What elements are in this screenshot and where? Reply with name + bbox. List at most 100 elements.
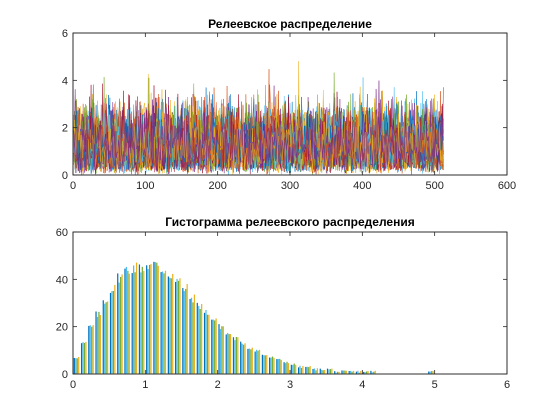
- histogram-bar: [316, 368, 318, 374]
- histogram-bar: [167, 276, 169, 374]
- histogram-bar: [254, 351, 256, 374]
- histogram-bar: [344, 370, 346, 374]
- histogram-bar: [98, 311, 100, 374]
- histogram-bar: [109, 292, 112, 374]
- histogram-bar: [219, 329, 222, 374]
- histogram-bar: [322, 370, 324, 374]
- histogram-bar: [201, 303, 203, 374]
- histogram-bar: [164, 270, 167, 374]
- histogram-bar: [286, 361, 288, 374]
- x-tick-label: 0: [70, 180, 76, 192]
- noise-series-line: [73, 80, 444, 174]
- histogram-bar: [429, 371, 431, 374]
- x-tick-label: 3: [287, 379, 293, 391]
- histogram-bar: [232, 337, 235, 374]
- histogram-bar: [263, 355, 265, 374]
- histogram-bar: [326, 368, 329, 374]
- histogram-bar: [222, 326, 224, 374]
- histogram-bar: [284, 363, 287, 374]
- histogram-bar: [312, 368, 314, 374]
- histogram-bar: [75, 358, 77, 374]
- histogram-bar: [363, 371, 365, 374]
- histogram-bar: [91, 326, 93, 374]
- histogram-bar: [169, 277, 171, 374]
- histogram-bar: [235, 337, 237, 374]
- histogram-bar: [102, 300, 104, 374]
- histogram-bar: [277, 358, 279, 374]
- y-tick-label: 6: [62, 28, 68, 40]
- histogram-bar: [234, 340, 236, 374]
- line-chart-axes: Релеевское распределение 0 100 200 300 400 50…: [62, 17, 516, 192]
- histogram-bar: [228, 334, 230, 374]
- histogram-bar: [221, 326, 223, 374]
- histogram-bar: [292, 364, 294, 374]
- histogram-bar: [256, 349, 258, 374]
- histogram-bar: [140, 272, 142, 374]
- histogram-plot-area: [72, 231, 508, 375]
- histogram-bar: [306, 366, 308, 374]
- histogram-bar: [85, 341, 87, 374]
- histogram-bar: [273, 357, 275, 374]
- y-tick-label: 40: [56, 274, 68, 286]
- histogram-bar: [247, 348, 249, 374]
- histogram-bar: [342, 370, 345, 374]
- histogram-bar: [135, 262, 138, 374]
- histogram-bar: [338, 371, 340, 374]
- histogram-bar: [199, 308, 201, 374]
- histogram-bar: [355, 371, 358, 374]
- histogram-bar: [212, 319, 214, 374]
- histogram-bar: [128, 273, 130, 374]
- histogram-bar: [174, 281, 177, 374]
- histogram-bar: [215, 318, 217, 374]
- histogram-bar: [295, 364, 297, 374]
- y-tick-label: 60: [56, 227, 68, 239]
- histogram-bar: [112, 291, 115, 374]
- histogram-bar: [147, 269, 149, 374]
- histogram-bar: [107, 301, 109, 374]
- histogram-bar: [242, 344, 245, 374]
- histogram-bar: [367, 371, 369, 374]
- x-tick-label: 0: [70, 379, 76, 391]
- histogram-bar: [99, 315, 101, 374]
- histogram-bar: [297, 367, 300, 374]
- noise-series-line: [73, 61, 444, 175]
- histogram-bar: [179, 278, 181, 374]
- line-chart-title: Релеевское распределение: [208, 17, 372, 31]
- histogram-bar: [176, 278, 178, 374]
- histogram-bar: [124, 268, 126, 374]
- histogram-bar: [183, 291, 185, 374]
- histogram-bar: [105, 302, 107, 374]
- histogram-bar: [185, 288, 187, 374]
- histogram-bar: [117, 273, 119, 374]
- histogram-bar: [250, 349, 252, 374]
- histogram-bar: [92, 325, 94, 374]
- histogram-bar: [208, 314, 210, 374]
- histogram-bar: [88, 325, 90, 374]
- histogram-bar: [211, 319, 213, 374]
- histogram-bar: [150, 264, 152, 374]
- histogram-bar: [229, 334, 232, 374]
- x-tick-label: 5: [432, 379, 438, 391]
- histogram-bar: [118, 282, 120, 374]
- histogram-bar: [198, 305, 200, 374]
- histogram-bar: [269, 357, 271, 374]
- histogram-bar: [214, 320, 216, 374]
- x-tick-label: 200: [208, 180, 226, 192]
- histogram-bar: [261, 354, 264, 374]
- x-tick-label: 2: [215, 379, 221, 391]
- histogram-bar: [293, 363, 295, 374]
- histogram-bar: [121, 274, 123, 374]
- histogram-bar: [370, 370, 372, 374]
- histogram-bar: [125, 266, 128, 374]
- histogram-bar: [431, 371, 433, 374]
- histogram-bar: [192, 302, 194, 374]
- histogram-bar: [114, 284, 116, 374]
- y-tick-label: 2: [62, 123, 68, 135]
- histogram-bar: [95, 311, 97, 374]
- histogram-bar: [172, 273, 174, 374]
- histogram-bar: [345, 370, 347, 374]
- histogram-bar: [309, 366, 311, 374]
- histogram-bar: [240, 341, 242, 374]
- histogram-bar: [143, 271, 145, 374]
